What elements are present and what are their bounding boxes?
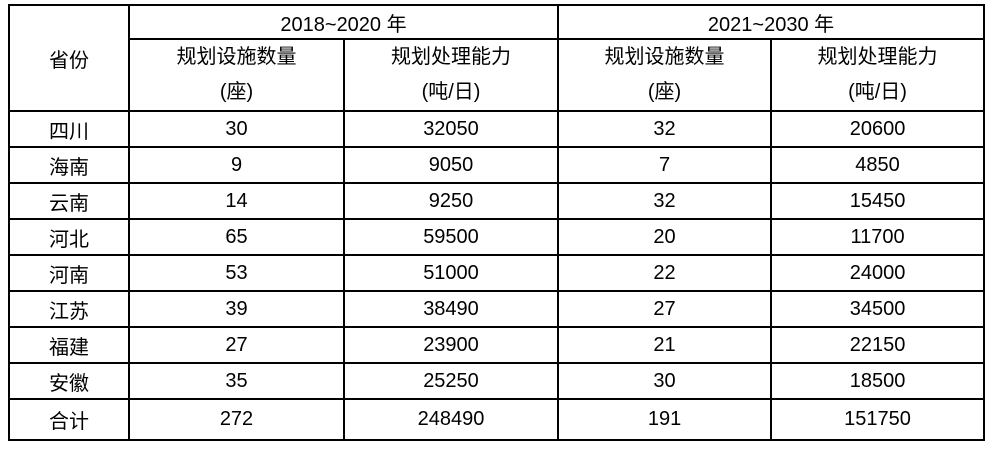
cell-value: 25250 [342, 362, 560, 400]
table-row-sichuan: 四川 30 32050 32 20600 [8, 110, 986, 148]
cell-value: 191 [557, 398, 773, 441]
cell-value: 9 [128, 146, 345, 184]
table-row-henan: 河南 53 51000 22 24000 [8, 254, 986, 292]
cell-value: 248490 [342, 398, 560, 441]
cell-value: 20 [557, 218, 773, 256]
cell-value: 24000 [770, 254, 986, 292]
subheader-unit: (吨/日) [421, 81, 481, 103]
cell-value: 32 [557, 110, 773, 148]
cell-value: 51000 [342, 254, 560, 292]
cell-value: 23900 [342, 326, 560, 364]
subheader-unit: (座) [219, 81, 254, 103]
cell-value: 9050 [342, 146, 560, 184]
cell-province: 河北 [8, 218, 130, 256]
cell-province: 合计 [8, 398, 130, 441]
subheader-unit: (座) [647, 81, 682, 103]
cell-value: 59500 [342, 218, 560, 256]
header-row-periods: 省份 2018~2020 年 2021~2030 年 [8, 4, 986, 112]
cell-value: 39 [128, 290, 345, 328]
table-row-hebei: 河北 65 59500 20 11700 [8, 218, 986, 256]
col-header-facility-count-1: 规划设施数量 (座) [128, 38, 345, 112]
cell-value: 27 [557, 290, 773, 328]
cell-value: 32 [557, 182, 773, 220]
col-header-period-2021-2030: 2021~2030 年 [557, 4, 986, 40]
header-row-subcolumns: 规划设施数量 (座) 规划处理能力 (吨/日) 规划设施数量 (座) 规划处理能… [9, 38, 986, 112]
cell-province: 云南 [8, 182, 130, 220]
subheader-unit: (吨/日) [848, 81, 907, 103]
cell-value: 22 [557, 254, 773, 292]
col-header-capacity-2: 规划处理能力 (吨/日) [770, 38, 986, 112]
col-header-facility-count-2: 规划设施数量 (座) [557, 38, 773, 112]
subheader-title: 规划处理能力 [817, 46, 938, 68]
cell-value: 18500 [770, 362, 986, 400]
cell-value: 151750 [770, 398, 986, 441]
cell-province: 海南 [8, 146, 130, 184]
cell-value: 14 [128, 182, 345, 220]
cell-value: 38490 [342, 290, 560, 328]
cell-value: 272 [128, 398, 345, 441]
cell-province: 四川 [8, 110, 130, 148]
cell-province: 江苏 [8, 290, 130, 328]
cell-value: 65 [128, 218, 345, 256]
cell-value: 30 [557, 362, 773, 400]
col-header-capacity-1: 规划处理能力 (吨/日) [342, 38, 560, 112]
cell-value: 32050 [342, 110, 560, 148]
col-header-province: 省份 [8, 4, 130, 112]
cell-province: 福建 [8, 326, 130, 364]
cell-value: 4850 [770, 146, 986, 184]
table-row-anhui: 安徽 35 25250 30 18500 [8, 362, 986, 400]
cell-value: 20600 [770, 110, 986, 148]
cell-value: 11700 [770, 218, 986, 256]
cell-province: 安徽 [8, 362, 130, 400]
subheader-title: 规划设施数量 [176, 46, 297, 68]
subheader-title: 规划处理能力 [391, 46, 511, 68]
cell-value: 15450 [770, 182, 986, 220]
table-row-fujian: 福建 27 23900 21 22150 [8, 326, 986, 364]
cell-value: 35 [128, 362, 345, 400]
subheader-title: 规划设施数量 [604, 46, 725, 68]
cell-value: 9250 [342, 182, 560, 220]
cell-value: 27 [128, 326, 345, 364]
cell-value: 53 [128, 254, 345, 292]
table-row-hainan: 海南 9 9050 7 4850 [8, 146, 986, 184]
col-header-period-2018-2020: 2018~2020 年 [127, 4, 560, 40]
cell-province: 河南 [8, 254, 130, 292]
table-row-jiangsu: 江苏 39 38490 27 34500 [8, 290, 986, 328]
table-row-yunnan: 云南 14 9250 32 15450 [8, 182, 986, 220]
cell-value: 22150 [770, 326, 986, 364]
table-row-total: 合计 272 248490 191 151750 [8, 398, 986, 441]
cell-value: 30 [128, 110, 345, 148]
cell-value: 21 [557, 326, 773, 364]
planning-facilities-table: 省份 2018~2020 年 2021~2030 年 规划设施数量 (座) 规划… [8, 4, 986, 441]
cell-value: 34500 [770, 290, 986, 328]
cell-value: 7 [557, 146, 773, 184]
